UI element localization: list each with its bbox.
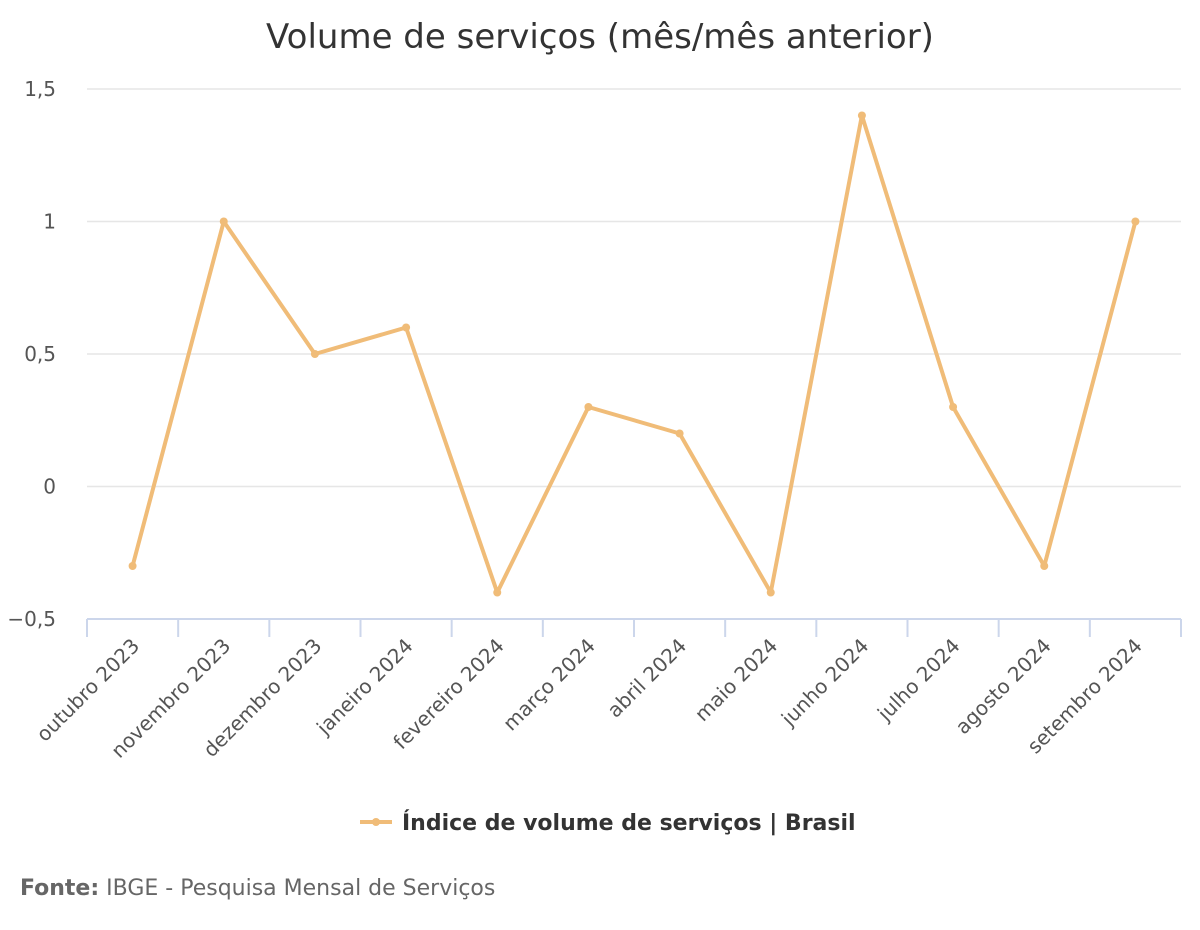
- data-point[interactable]: [857, 111, 866, 120]
- x-tick-label: maio 2024: [690, 634, 782, 726]
- series-line: [130, 113, 1138, 595]
- data-point[interactable]: [402, 323, 411, 332]
- grid-lines: [87, 88, 1181, 488]
- data-point[interactable]: [1131, 217, 1140, 226]
- chart-title: Volume de serviços (mês/mês anterior): [266, 17, 934, 57]
- source-note: Fonte: IBGE - Pesquisa Mensal de Serviço…: [20, 876, 495, 901]
- legend[interactable]: Índice de volume de serviços | Brasil: [360, 810, 856, 836]
- x-tick-label: junho 2024: [776, 634, 874, 732]
- y-tick-label: 1: [43, 210, 56, 234]
- x-tick-label: abril 2024: [602, 634, 691, 723]
- data-point[interactable]: [675, 429, 684, 438]
- y-axis-labels: −0,5 0 0,5 1 1,5: [7, 77, 56, 631]
- source-label: Fonte:: [20, 876, 100, 901]
- x-axis: [86, 618, 1182, 637]
- y-tick-label: 0: [43, 475, 56, 499]
- data-point[interactable]: [1040, 562, 1049, 570]
- data-point[interactable]: [493, 588, 502, 597]
- data-point[interactable]: [766, 588, 775, 597]
- data-point[interactable]: [219, 217, 228, 226]
- data-point[interactable]: [584, 403, 593, 411]
- y-tick-label: 1,5: [24, 77, 56, 101]
- source-text: IBGE - Pesquisa Mensal de Serviços: [106, 876, 496, 901]
- legend-label: Índice de volume de serviços | Brasil: [402, 810, 856, 836]
- legend-marker-icon: [372, 818, 380, 826]
- y-tick-label: 0,5: [24, 342, 56, 366]
- x-tick-label: julho 2024: [872, 634, 965, 727]
- y-tick-label: −0,5: [7, 607, 56, 631]
- data-point[interactable]: [310, 350, 319, 358]
- data-point[interactable]: [949, 403, 958, 411]
- data-point[interactable]: [128, 562, 137, 570]
- series-layer: [128, 111, 1140, 597]
- x-tick-label: março 2024: [498, 634, 600, 736]
